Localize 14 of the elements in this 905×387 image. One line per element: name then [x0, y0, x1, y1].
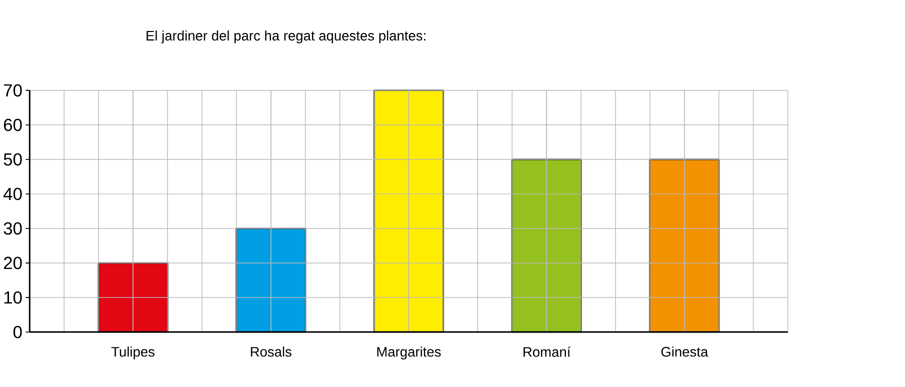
y-tick-label: 60	[4, 118, 22, 131]
y-tick-label: 0	[13, 326, 22, 338]
y-tick-label: 50	[4, 153, 22, 166]
y-tick-label: 70	[4, 84, 22, 96]
x-tick-label: Romaní	[524, 346, 571, 357]
x-tick-label: Rosals	[250, 346, 292, 357]
x-tick-label: Tulipes	[111, 346, 154, 360]
y-tick-label: 30	[4, 222, 22, 234]
chart-title: El jardiner del parc ha regat aquestes plantes:	[146, 30, 426, 44]
x-tick-label: Margarites	[377, 346, 441, 360]
y-tick-label: 40	[3, 188, 22, 200]
y-tick-label: 10	[4, 291, 22, 304]
x-tick-label: Ginesta	[661, 346, 708, 357]
y-tick-label: 20	[4, 256, 22, 269]
